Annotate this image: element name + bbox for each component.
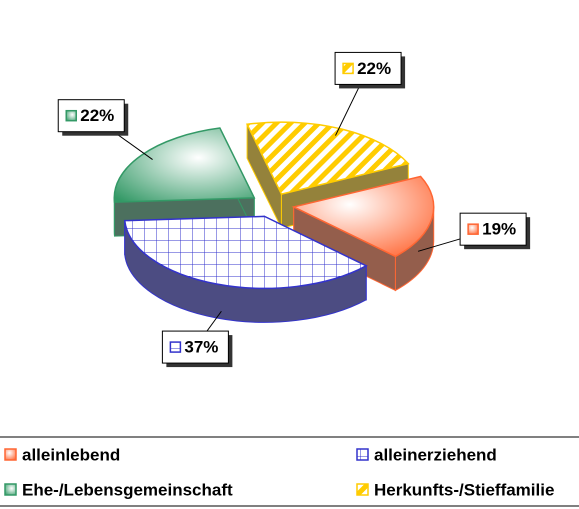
label-swatch	[169, 341, 182, 353]
legend-swatch	[356, 448, 369, 461]
data-label: 37%	[184, 338, 218, 357]
legend-label: Herkunfts-/Stieffamilie	[374, 480, 554, 499]
pie-slice	[291, 175, 435, 258]
label-swatch	[467, 223, 479, 235]
pie-slice	[123, 215, 368, 290]
legend-swatch	[4, 483, 17, 496]
legend-label: alleinlebend	[22, 445, 120, 464]
legend-label: alleinerziehend	[374, 445, 497, 464]
data-label: 19%	[482, 220, 516, 239]
legend-swatch	[356, 483, 369, 496]
data-label: 22%	[357, 59, 391, 78]
legend-swatch	[4, 448, 17, 461]
legend-label: Ehe-/Lebensgemeinschaft	[22, 480, 233, 499]
data-label: 22%	[80, 106, 114, 125]
label-swatch	[65, 109, 77, 122]
pie-slice	[113, 127, 256, 203]
label-swatch	[342, 62, 354, 75]
pie-slice	[245, 121, 410, 195]
